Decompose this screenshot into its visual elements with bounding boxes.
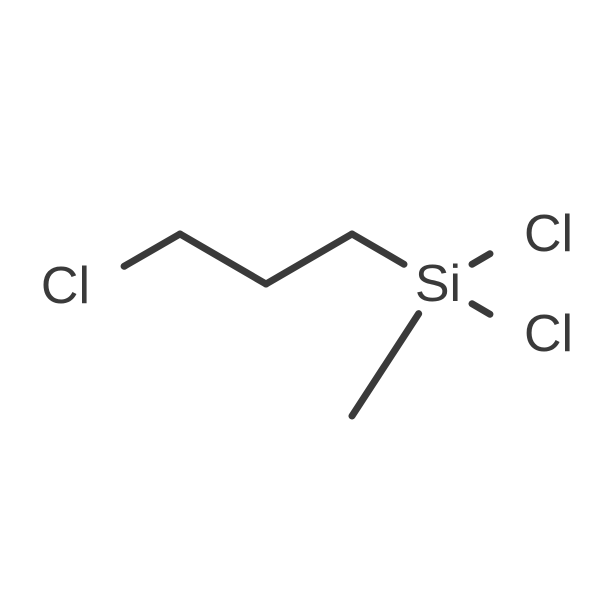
atom-label-cl2: Cl [524,205,573,263]
atom-label-si: Si [415,255,461,313]
bond [352,234,404,264]
bond [124,234,180,266]
bond [472,254,490,264]
molecule-diagram: Cl Si Cl Cl [0,0,600,600]
bond [352,314,419,416]
atom-label-cl3: Cl [524,305,573,363]
bond [180,234,266,284]
bond [472,304,490,314]
atom-label-cl1: Cl [41,257,90,315]
bond [266,234,352,284]
